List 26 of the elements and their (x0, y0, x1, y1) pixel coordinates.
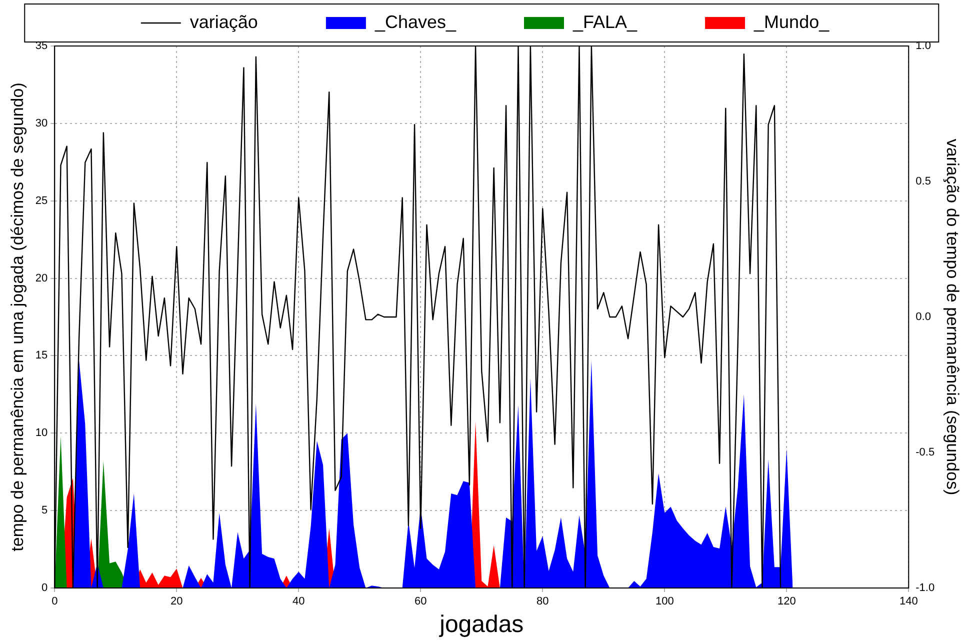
y-tick-label: 25 (35, 194, 48, 207)
legend-label: _FALA_ (572, 12, 638, 32)
y-tick-label: 5 (42, 504, 48, 517)
x-tick-label: 40 (292, 596, 305, 608)
y-tick-label: 10 (35, 427, 48, 440)
legend-label: _Mundo_ (753, 12, 830, 32)
y-axis-title: tempo de permanência em uma jogada (décimos de segundo) (8, 82, 27, 552)
x-tick-label: 100 (655, 596, 674, 608)
x-tick-label: 80 (536, 596, 549, 608)
x-tick-label: 20 (170, 596, 183, 608)
y2-tick-label: -1.0 (916, 582, 935, 594)
x-tick-label: 120 (777, 596, 796, 608)
y-tick-label: 0 (42, 582, 48, 594)
x-axis-title: jogadas (438, 611, 524, 638)
y2-tick-label: 0.0 (916, 311, 931, 324)
y-tick-label: 20 (35, 272, 48, 284)
y-tick-label: 15 (35, 350, 48, 362)
legend-label: _Chaves_ (374, 12, 457, 32)
legend-label: variação (190, 12, 258, 32)
y2-tick-label: -0.5 (916, 446, 935, 459)
x-tick-label: 0 (52, 596, 58, 608)
y2-axis-title: variação do tempo de permanência (segundos) (943, 138, 962, 496)
x-tick-label: 60 (414, 596, 427, 608)
x-tick-label: 140 (899, 596, 918, 608)
y2-tick-label: 0.5 (916, 176, 931, 188)
y-tick-label: 30 (35, 117, 48, 130)
